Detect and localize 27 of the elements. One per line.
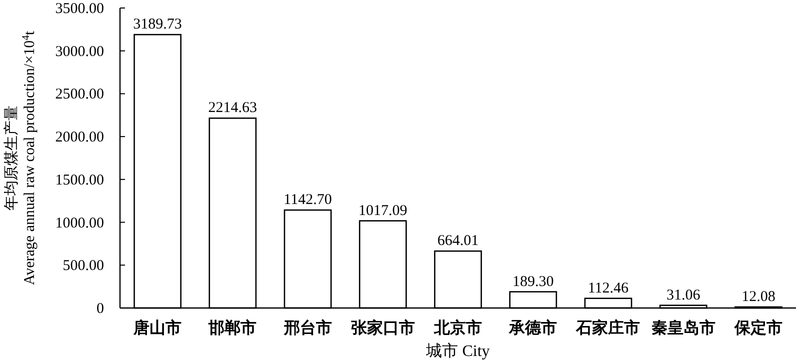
y-tick-label: 0 [96,301,104,317]
y-tick-label: 2000.00 [55,130,104,146]
y-tick-label: 3000.00 [55,44,104,60]
data-label: 12.08 [742,288,776,305]
x-tick-label: 保定市 [733,319,782,337]
data-label: 2214.63 [208,100,258,116]
y-tick-label: 2500.00 [55,86,104,103]
y-tick-label: 1000.00 [55,215,104,232]
data-label: 189.30 [512,274,554,290]
data-label: 112.46 [588,280,630,296]
data-label: 31.06 [666,287,701,304]
x-tick-label: 承德市 [508,319,558,337]
x-tick-label: 邯郸市 [208,319,257,337]
data-label: 664.01 [437,233,479,250]
y-tick-label: 1500.00 [55,172,104,188]
x-tick-label: 北京市 [433,319,482,337]
x-tick-label: 石家庄市 [575,318,640,337]
x-tick-label: 唐山市 [132,319,182,337]
data-label: 1017.09 [358,202,408,219]
data-label: 1142.70 [284,192,332,208]
x-tick-label: 邢台市 [282,319,332,337]
data-label: 3189.73 [133,16,182,33]
x-axis-title: 城市 City [425,342,490,360]
y-tick-label: 3500.00 [55,1,104,17]
x-tick-label: 张家口市 [350,318,415,337]
x-tick-label: 秦皇岛市 [651,319,716,337]
y-tick-label: 500.00 [62,258,104,274]
